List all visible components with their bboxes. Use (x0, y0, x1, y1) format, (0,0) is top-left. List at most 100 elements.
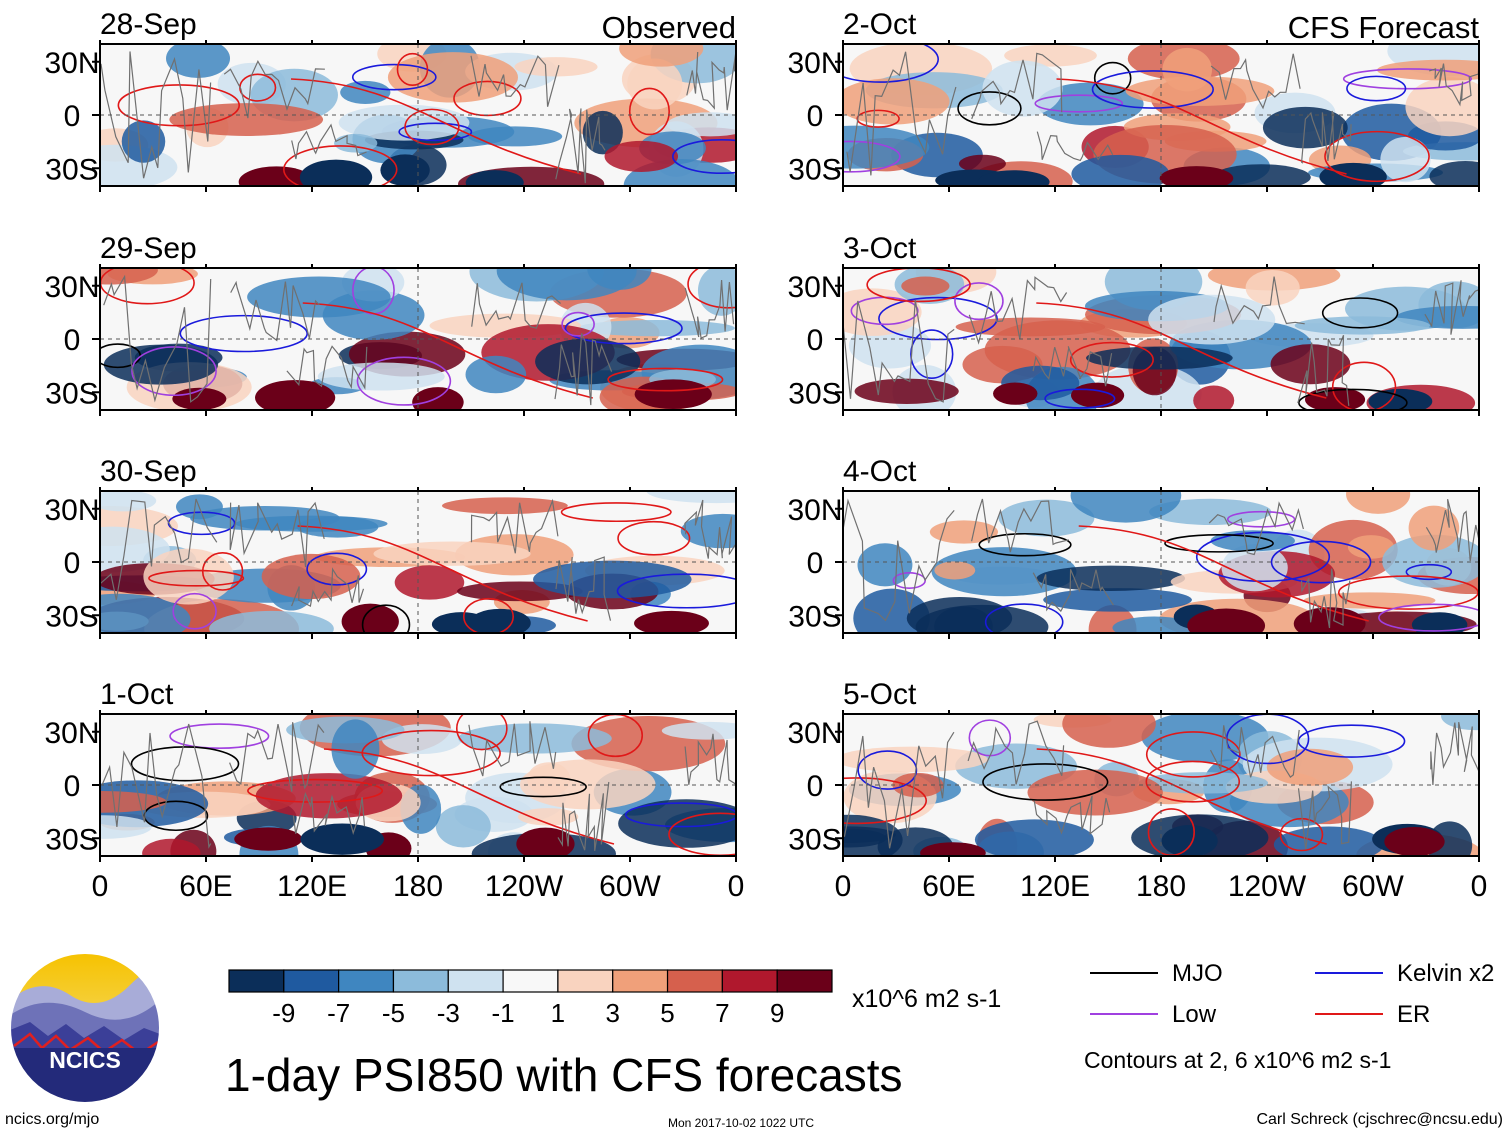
wave-contour (1034, 94, 1124, 113)
x-tick-label: 120E (277, 870, 347, 903)
legend-label: MJO (1172, 960, 1223, 987)
coastline (684, 279, 735, 339)
coastline (555, 108, 606, 184)
logo-text: NCICS (49, 1047, 121, 1073)
anomaly-core (299, 159, 373, 186)
wave-contour (356, 356, 452, 406)
y-tick-label: 30N (44, 717, 99, 750)
column-header: CFS Forecast (1288, 10, 1480, 45)
y-tick-label: 0 (807, 324, 824, 357)
wave-contour (1145, 731, 1241, 778)
anomaly-shade (1062, 714, 1156, 748)
wave-contour (878, 296, 998, 341)
anomaly-shade (100, 491, 157, 512)
anomaly-core (172, 387, 227, 410)
colorbar-tick-label: 5 (660, 998, 674, 1028)
legend-label: Low (1172, 1001, 1217, 1028)
x-tick-label: 120W (485, 870, 564, 903)
anomaly-shade (666, 112, 736, 137)
coastline (1213, 276, 1305, 325)
wave-contour (978, 532, 1072, 557)
wave-contour (1091, 70, 1214, 109)
x-axes: 0 60E 120E 180 120W 60W 0 0 60E 120E 180 120W 60W 0 (92, 870, 1488, 903)
anomaly-shade (646, 491, 736, 504)
y-tick-label: 30S (45, 600, 98, 633)
anomaly-core (238, 166, 315, 186)
anomaly-shade (1382, 534, 1479, 588)
anomaly-shade (984, 320, 1131, 380)
wave-contour (954, 282, 1004, 321)
anomaly-core (1187, 608, 1266, 633)
wave-contour (1164, 533, 1274, 553)
wave-contour (1069, 341, 1154, 378)
y-tick-label: 30N (787, 47, 842, 80)
anomaly-shade (901, 276, 950, 296)
x-tick-label: 120E (1020, 870, 1090, 903)
y-tick-label: 30N (787, 717, 842, 750)
anomaly-shade (1347, 535, 1395, 559)
anomaly-shade (854, 378, 959, 405)
anomaly-shade (235, 515, 388, 532)
colorbar-swatch (392, 969, 449, 993)
y-tick-label: 30N (787, 271, 842, 304)
panel-date: 29-Sep (100, 232, 197, 265)
er-contour (1056, 78, 1347, 175)
colorbar-tick-label: 1 (551, 998, 565, 1028)
anomaly-shade (1262, 106, 1348, 149)
coastline (1430, 721, 1479, 785)
anomaly-core (634, 610, 709, 633)
anomaly-shade (527, 762, 571, 796)
ncics-logo: NCICS (9, 952, 161, 1104)
wave-contour (957, 91, 1022, 126)
anomaly-shade (998, 499, 1095, 537)
footer-url[interactable]: ncics.org/mjo (5, 1111, 100, 1128)
wave-contour (628, 87, 670, 136)
wave-contour (1321, 297, 1399, 329)
map-panel: 30N 0 30S 3-Oct (787, 232, 1480, 416)
anomaly-shade (982, 60, 1063, 117)
x-tick-label: 60W (599, 870, 661, 903)
coastline (971, 498, 1069, 553)
anomaly-core (1319, 162, 1387, 186)
anomaly-shade (435, 805, 491, 848)
anomaly-shade (1036, 565, 1186, 591)
wave-contour (1270, 540, 1372, 584)
legend-label: ER (1397, 1001, 1430, 1028)
wave-contour (1298, 388, 1408, 410)
x-tick-label: 120W (1228, 870, 1307, 903)
anomaly-shade (142, 838, 201, 856)
wave-contour (560, 502, 672, 523)
anomaly-shade (100, 815, 152, 839)
anomaly-core (255, 379, 336, 410)
anomaly-shade (974, 819, 1094, 856)
anomaly-shade (958, 154, 1006, 173)
anomaly-shade (100, 268, 158, 285)
wave-contour (857, 750, 918, 790)
coastline (1036, 131, 1114, 162)
coastline (1208, 501, 1304, 556)
wave-contour (463, 597, 515, 633)
anomaly-shade (934, 561, 976, 580)
anomaly-shade (604, 140, 679, 172)
wave-contour (306, 552, 368, 586)
coastline (843, 498, 955, 622)
colorbar-tick-label: -3 (437, 998, 460, 1028)
panel-date: 3-Oct (843, 232, 917, 265)
x-tick-label: 60E (922, 870, 975, 903)
anomaly-shade (1346, 491, 1411, 514)
anomaly-shade (1211, 164, 1311, 186)
wave-contour (617, 520, 691, 556)
anomaly-shade (1429, 160, 1479, 186)
x-tick-label: 0 (1471, 870, 1488, 903)
anomaly-shade (661, 721, 736, 740)
x-tick-label: 0 (92, 870, 109, 903)
wave-contour (148, 569, 245, 587)
map-panel: 30N 0 30S 29-Sep (44, 232, 737, 416)
wave-contour (499, 776, 587, 798)
panel-field (100, 44, 736, 186)
coastline (1300, 110, 1352, 164)
coastline (291, 123, 367, 160)
coastline (229, 501, 325, 568)
anomaly-shade (627, 58, 683, 110)
